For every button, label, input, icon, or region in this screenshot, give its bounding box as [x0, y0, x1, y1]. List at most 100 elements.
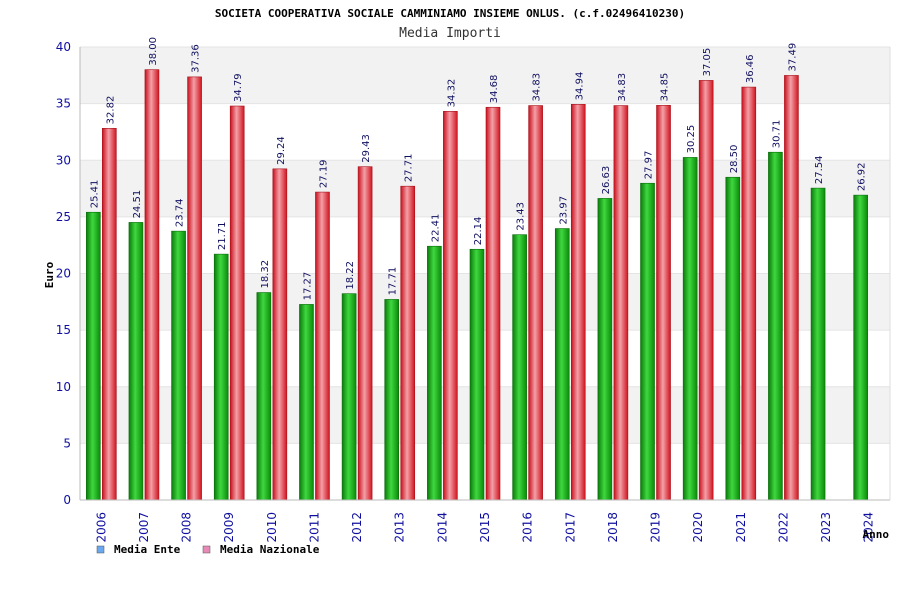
data-label: 34.68 — [489, 75, 500, 104]
bar-media-ente — [469, 248, 485, 501]
bar-media-nazionale — [229, 105, 245, 501]
data-label: 17.71 — [388, 267, 399, 296]
x-tick-label: 2023 — [819, 512, 833, 543]
bar-media-nazionale — [613, 105, 629, 501]
y-tick-label: 5 — [63, 436, 71, 450]
x-tick-label: 2020 — [691, 512, 705, 543]
bar-media-ente — [341, 293, 357, 501]
y-tick-labels: 0 5 10 15 20 25 30 35 40 — [56, 40, 71, 507]
x-tick-label: 2022 — [776, 512, 790, 543]
chart-title: SOCIETA COOPERATIVA SOCIALE CAMMINIAMO I… — [215, 7, 685, 20]
x-tick-label: 2008 — [180, 512, 194, 543]
x-tick-label: 2019 — [649, 512, 663, 543]
data-label: 34.85 — [660, 73, 671, 102]
x-tick-label: 2011 — [307, 512, 321, 543]
bar-media-nazionale — [357, 166, 373, 501]
data-label: 37.36 — [191, 44, 202, 73]
data-label: 23.74 — [175, 199, 186, 228]
x-tick-label: 2006 — [94, 512, 108, 543]
data-label: 29.24 — [276, 136, 287, 165]
data-label: 24.51 — [132, 190, 143, 219]
bar-media-ente — [597, 198, 613, 501]
bar-media-ente — [768, 151, 783, 501]
data-label: 38.00 — [148, 37, 159, 66]
chart-subtitle: Media Importi — [399, 26, 501, 41]
x-tick-label: 2018 — [606, 512, 620, 543]
bar-media-ente — [725, 176, 741, 501]
y-axis-label: Euro — [43, 261, 56, 288]
data-label: 30.25 — [686, 125, 697, 154]
bar-media-nazionale — [698, 80, 714, 501]
bar-media-nazionale — [528, 105, 543, 501]
bar-media-nazionale — [656, 105, 671, 501]
data-label: 34.94 — [574, 72, 585, 101]
data-label: 29.43 — [361, 134, 372, 163]
data-label: 27.97 — [644, 151, 655, 180]
bars-group — [86, 69, 868, 501]
data-label: 26.63 — [601, 166, 612, 195]
y-tick-label: 30 — [56, 153, 71, 167]
bar-media-ente — [427, 245, 442, 501]
bar-media-nazionale — [741, 86, 757, 501]
y-tick-label: 15 — [56, 323, 71, 337]
bar-media-ente — [554, 228, 570, 501]
bar-media-nazionale — [485, 106, 501, 501]
data-label: 25.41 — [89, 180, 100, 209]
bar-media-nazionale — [187, 76, 202, 501]
bar-media-nazionale — [400, 185, 416, 501]
bar-media-nazionale — [784, 75, 799, 501]
bar-media-ente — [682, 157, 698, 501]
bar-media-nazionale — [272, 168, 288, 501]
data-label: 26.92 — [857, 162, 868, 191]
bar-media-ente — [213, 253, 229, 501]
data-label: 34.83 — [617, 73, 628, 102]
data-label: 22.14 — [473, 217, 484, 246]
bar-media-ente — [853, 194, 868, 501]
data-label: 27.19 — [318, 159, 329, 188]
y-tick-label: 25 — [56, 210, 71, 224]
bar-media-nazionale — [144, 69, 160, 501]
y-tick-label: 0 — [63, 493, 71, 507]
data-label: 28.50 — [729, 145, 740, 174]
data-label: 30.71 — [771, 120, 782, 149]
data-label: 23.43 — [516, 202, 527, 231]
bar-media-ente — [810, 187, 826, 501]
x-axis-label: Anno — [863, 528, 890, 541]
data-label: 37.49 — [787, 43, 798, 72]
legend-label-media-ente: Media Ente — [114, 543, 181, 556]
data-label: 27.54 — [814, 155, 825, 184]
legend: Media Ente Media Nazionale — [96, 543, 320, 556]
bar-media-ente — [171, 230, 186, 501]
axes — [79, 47, 891, 501]
bar-media-ente — [128, 222, 144, 501]
data-label: 17.27 — [302, 272, 313, 301]
bar-media-ente — [256, 292, 272, 501]
data-labels: 25.41 32.82 24.51 38.00 23.74 37.36 21.71 34.79… — [89, 37, 867, 300]
x-tick-label: 2014 — [435, 512, 449, 543]
x-tick-label: 2015 — [478, 512, 492, 543]
data-label: 21.71 — [217, 221, 228, 250]
x-tick-label: 2007 — [137, 512, 151, 543]
legend-swatch-media-ente — [96, 545, 105, 554]
x-tick-labels: 2006 2007 2008 2009 2010 2011 2012 2013 2014 2015… — [94, 512, 875, 543]
x-tick-label: 2012 — [350, 512, 364, 543]
y-tick-label: 35 — [56, 97, 71, 111]
bar-media-ente — [512, 234, 527, 501]
data-label: 18.22 — [345, 261, 356, 290]
data-label: 34.32 — [446, 79, 457, 108]
legend-swatch-media-nazionale — [202, 545, 211, 554]
bar-media-nazionale — [102, 128, 117, 501]
y-tick-label: 10 — [56, 380, 71, 394]
data-label: 22.41 — [430, 214, 441, 243]
x-tick-label: 2017 — [563, 512, 577, 543]
bar-media-nazionale — [443, 111, 458, 501]
y-tick-label: 20 — [56, 267, 71, 281]
bar-media-ente — [384, 299, 400, 501]
y-tick-label: 40 — [56, 40, 71, 54]
x-tick-label: 2016 — [521, 512, 535, 543]
bar-media-ente — [640, 182, 655, 501]
data-label: 32.82 — [105, 96, 116, 125]
x-tick-label: 2010 — [265, 512, 279, 543]
bar-media-ente — [86, 211, 101, 501]
